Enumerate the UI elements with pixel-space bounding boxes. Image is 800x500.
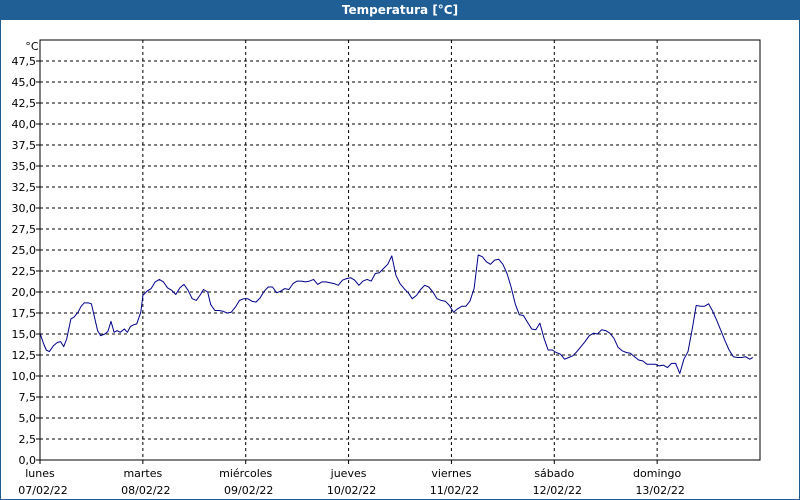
y-unit-label: °C xyxy=(25,40,39,53)
y-axis: 0,0 2,5 5,0 7,5 10,0 12,5 15,0 17,5 20,0 22,5 25,0… xyxy=(12,55,40,467)
temperature-chart: 0,0 2,5 5,0 7,5 10,0 12,5 15,0 17,5 20,0 22,5 25,0… xyxy=(12,39,761,497)
x-day-label: viernes xyxy=(431,467,471,480)
y-tick-label: 35,0 xyxy=(12,160,37,173)
x-date-label: 12/02/22 xyxy=(533,484,582,497)
series-layer xyxy=(39,254,754,374)
y-tick-label: 20,0 xyxy=(12,286,37,299)
y-tick-label: 40,0 xyxy=(12,118,37,131)
temperature-line xyxy=(39,254,754,374)
x-day-label: jueves xyxy=(330,467,367,480)
chart-title: Temperatura [°C] xyxy=(341,3,459,17)
x-day-label: domingo xyxy=(633,467,681,480)
x-date-label: 13/02/22 xyxy=(635,484,684,497)
plot-area-border xyxy=(39,39,761,461)
chart-title-bar: Temperatura [°C] xyxy=(0,0,800,20)
y-tick-label: 27,5 xyxy=(12,223,37,236)
x-day-label: miércoles xyxy=(219,467,272,480)
y-tick-label: 47,5 xyxy=(12,55,37,68)
y-tick-label: 7,5 xyxy=(19,391,37,404)
x-date-label: 11/02/22 xyxy=(430,484,479,497)
y-tick-label: 5,0 xyxy=(19,412,37,425)
y-tick-label: 17,5 xyxy=(12,307,37,320)
x-date-label: 10/02/22 xyxy=(327,484,376,497)
x-day-label: sábado xyxy=(534,467,574,480)
y-tick-label: 25,0 xyxy=(12,244,37,257)
y-tick-label: 15,0 xyxy=(12,328,37,341)
y-tick-label: 2,5 xyxy=(19,433,37,446)
chart-grid xyxy=(40,40,760,460)
x-day-label: martes xyxy=(123,467,162,480)
x-date-label: 08/02/22 xyxy=(121,484,170,497)
x-axis: lunes 07/02/22 martes 08/02/22 miércoles 09/0… xyxy=(18,460,685,497)
x-date-label: 07/02/22 xyxy=(18,484,67,497)
y-tick-label: 45,0 xyxy=(12,76,37,89)
y-tick-label: 37,5 xyxy=(12,139,37,152)
y-tick-label: 10,0 xyxy=(12,370,37,383)
y-tick-label: 22,5 xyxy=(12,265,37,278)
x-date-label: 09/02/22 xyxy=(224,484,273,497)
y-tick-label: 30,0 xyxy=(12,202,37,215)
x-day-label: lunes xyxy=(25,467,55,480)
y-tick-label: 32,5 xyxy=(12,181,37,194)
y-tick-label: 0,0 xyxy=(19,454,37,467)
y-tick-label: 12,5 xyxy=(12,349,37,362)
y-tick-label: 42,5 xyxy=(12,97,37,110)
